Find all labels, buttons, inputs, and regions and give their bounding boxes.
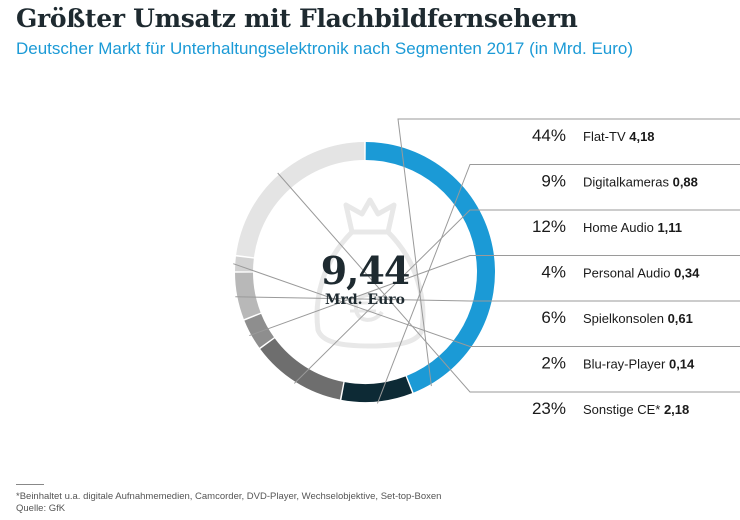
chart-title: Größter Umsatz mit Flachbildfernsehern (16, 4, 578, 33)
percent-label-sonstige-ce: 23% (532, 399, 566, 418)
percent-label-digitalkameras: 9% (541, 172, 566, 191)
slice-sonstige-ce (236, 142, 365, 258)
segment-name-blu-ray-player: Blu-ray-Player (583, 357, 669, 372)
segment-label-home-audio: Home Audio 1,11 (583, 220, 682, 235)
slice-digitalkameras (341, 376, 413, 402)
segment-value-home-audio: 1,11 (657, 220, 682, 235)
total-unit: Mrd. Euro (325, 292, 405, 308)
footnote: *Beinhaltet u.a. digitale Aufnahmemedien… (16, 491, 441, 514)
percent-label-blu-ray-player: 2% (541, 354, 566, 373)
leader-line-flat-tv (397, 118, 740, 387)
segment-label-blu-ray-player: Blu-ray-Player 0,14 (583, 357, 695, 372)
segment-name-personal-audio: Personal Audio (583, 266, 674, 281)
footnote-note: *Beinhaltet u.a. digitale Aufnahmemedien… (16, 491, 442, 502)
chart-subtitle: Deutscher Markt für Unterhaltungselektro… (16, 39, 634, 58)
segment-name-sonstige-ce: Sonstige CE* (583, 402, 664, 417)
segment-name-home-audio: Home Audio (583, 220, 657, 235)
percent-label-flat-tv: 44% (532, 126, 566, 145)
segment-value-personal-audio: 0,34 (674, 266, 700, 281)
segment-label-sonstige-ce: Sonstige CE* 2,18 (583, 402, 689, 417)
segment-value-spielkonsolen: 0,61 (668, 311, 693, 326)
leader-line-sonstige-ce (277, 172, 740, 393)
leader-line-home-audio (293, 209, 740, 384)
footnote-source: Quelle: GfK (16, 502, 66, 514)
percent-label-home-audio: 12% (532, 217, 566, 236)
segment-value-sonstige-ce: 2,18 (664, 402, 689, 417)
leader-line-spielkonsolen (235, 296, 740, 302)
slice-blu-ray-player (235, 256, 254, 272)
segment-name-spielkonsolen: Spielkonsolen (583, 311, 668, 326)
segment-value-blu-ray-player: 0,14 (669, 357, 695, 372)
slice-flat-tv (365, 142, 496, 393)
leader-line-blu-ray-player (233, 263, 740, 347)
slice-spielkonsolen (235, 272, 261, 320)
slice-personal-audio (244, 313, 274, 348)
slice-home-audio (260, 338, 344, 400)
segment-value-digitalkameras: 0,88 (673, 175, 698, 190)
footnote-divider (16, 484, 44, 485)
leader-line-personal-audio (249, 255, 740, 337)
percent-label-spielkonsolen: 6% (541, 308, 566, 327)
segment-name-flat-tv: Flat-TV (583, 129, 629, 144)
segment-label-spielkonsolen: Spielkonsolen 0,61 (583, 311, 693, 326)
segment-name-digitalkameras: Digitalkameras (583, 175, 673, 190)
segment-label-digitalkameras: Digitalkameras 0,88 (583, 175, 698, 190)
segment-label-flat-tv: Flat-TV 4,18 (583, 129, 655, 144)
leader-line-digitalkameras (376, 164, 740, 404)
segment-value-flat-tv: 4,18 (629, 129, 654, 144)
segment-label-personal-audio: Personal Audio 0,34 (583, 266, 700, 281)
total-value: 9,44 (320, 248, 411, 293)
percent-label-personal-audio: 4% (541, 263, 566, 282)
